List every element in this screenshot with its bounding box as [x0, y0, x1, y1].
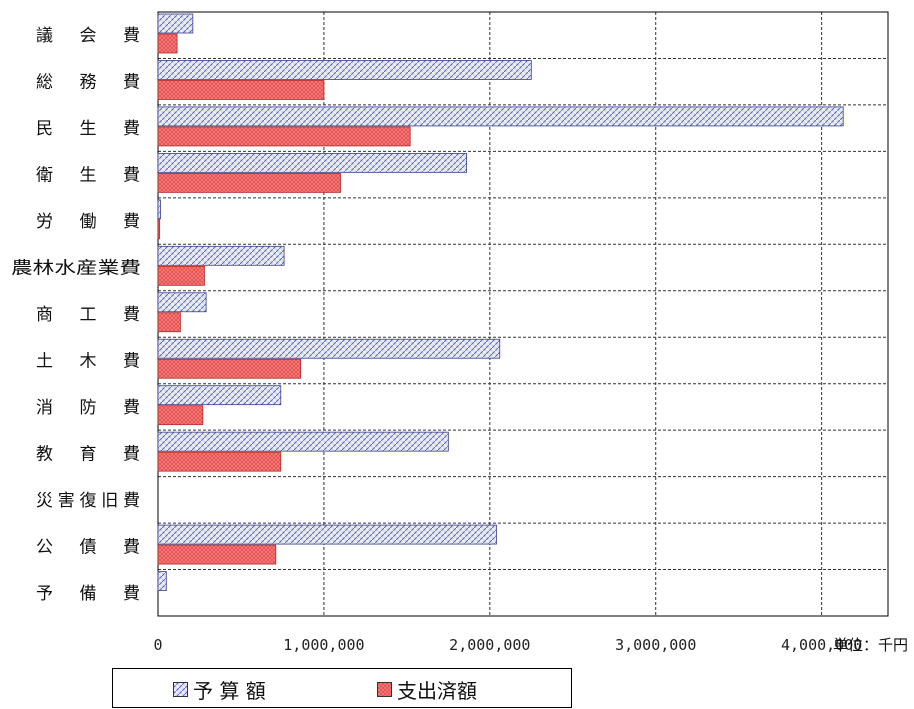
category-label: 災害復旧費	[36, 491, 140, 511]
legend: 予 算 額 支出済額	[112, 668, 572, 708]
bar-budget	[157, 385, 282, 406]
category-label: 教 育 費	[36, 444, 140, 464]
bar-budget	[157, 571, 167, 591]
category-label: 消 防 費	[36, 398, 140, 418]
legend-swatch-spent	[377, 681, 392, 697]
x-tick-label: 1,000,000	[283, 636, 364, 654]
category-label: 土 木 費	[36, 351, 140, 371]
bar-budget	[157, 152, 467, 173]
bar-budget	[157, 292, 207, 313]
legend-swatch-budget	[173, 681, 188, 697]
bar-spent	[157, 405, 204, 426]
bar-budget	[157, 199, 161, 220]
bar-spent	[157, 80, 325, 100]
bar-budget	[157, 13, 194, 34]
bar-budget	[157, 338, 501, 359]
category-label: 民 生 費	[36, 119, 140, 139]
bar-spent	[157, 172, 341, 193]
x-tick-label: 4,000,000	[781, 636, 862, 654]
bar-spent	[157, 219, 161, 240]
bar-spent	[157, 451, 282, 472]
bar-spent	[157, 312, 181, 333]
bar-spent	[157, 33, 178, 54]
legend-label-budget: 予 算 額	[193, 679, 266, 703]
x-tick-label: 3,000,000	[615, 636, 696, 654]
category-label: 予 備 費	[36, 584, 140, 604]
category-label: 商 工 費	[36, 305, 140, 325]
bar-spent	[157, 265, 205, 286]
bar-budget	[157, 245, 285, 266]
bar-budget	[157, 60, 532, 80]
unit-label: 単位：千円	[832, 636, 908, 654]
legend-item-spent: 支出済額	[377, 675, 477, 704]
x-tick-labels: 0 1,000,000 2,000,000 3,000,000 4,000,000	[153, 636, 862, 654]
category-label: 労 働 費	[36, 212, 140, 232]
x-tick-label: 2,000,000	[449, 636, 530, 654]
category-label: 総 務 費	[36, 73, 140, 93]
bar-spent	[157, 544, 277, 565]
bar-budget	[157, 106, 844, 127]
bar-budget	[157, 431, 449, 452]
x-tick-label: 0	[153, 636, 162, 654]
category-label: 農林水産業費	[11, 259, 141, 279]
legend-label-spent: 支出済額	[397, 679, 477, 703]
category-label: 議 会 費	[36, 26, 140, 46]
category-label: 衛 生 費	[36, 166, 140, 186]
legend-item-budget: 予 算 額	[173, 675, 266, 704]
bars	[157, 13, 844, 591]
bar-spent	[157, 126, 411, 147]
bar-budget	[157, 524, 497, 545]
bar-spent	[157, 358, 302, 379]
category-label: 公 債 費	[36, 537, 140, 557]
